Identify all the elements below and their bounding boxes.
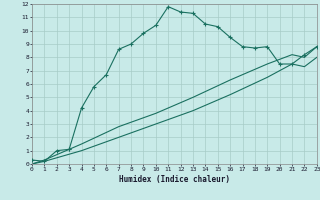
X-axis label: Humidex (Indice chaleur): Humidex (Indice chaleur) — [119, 175, 230, 184]
